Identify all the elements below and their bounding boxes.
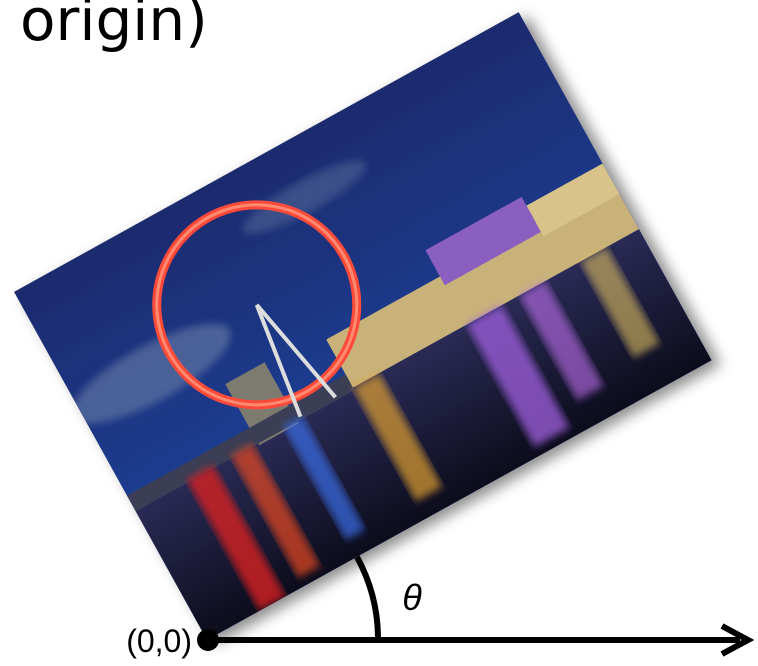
origin-label: (0,0) <box>126 623 192 659</box>
angle-arc <box>354 555 382 641</box>
arrow-head <box>720 623 755 657</box>
origin-point <box>197 629 219 651</box>
angle-label: θ <box>402 577 422 618</box>
rotated-photo <box>14 12 712 640</box>
title: origin) <box>20 0 208 54</box>
